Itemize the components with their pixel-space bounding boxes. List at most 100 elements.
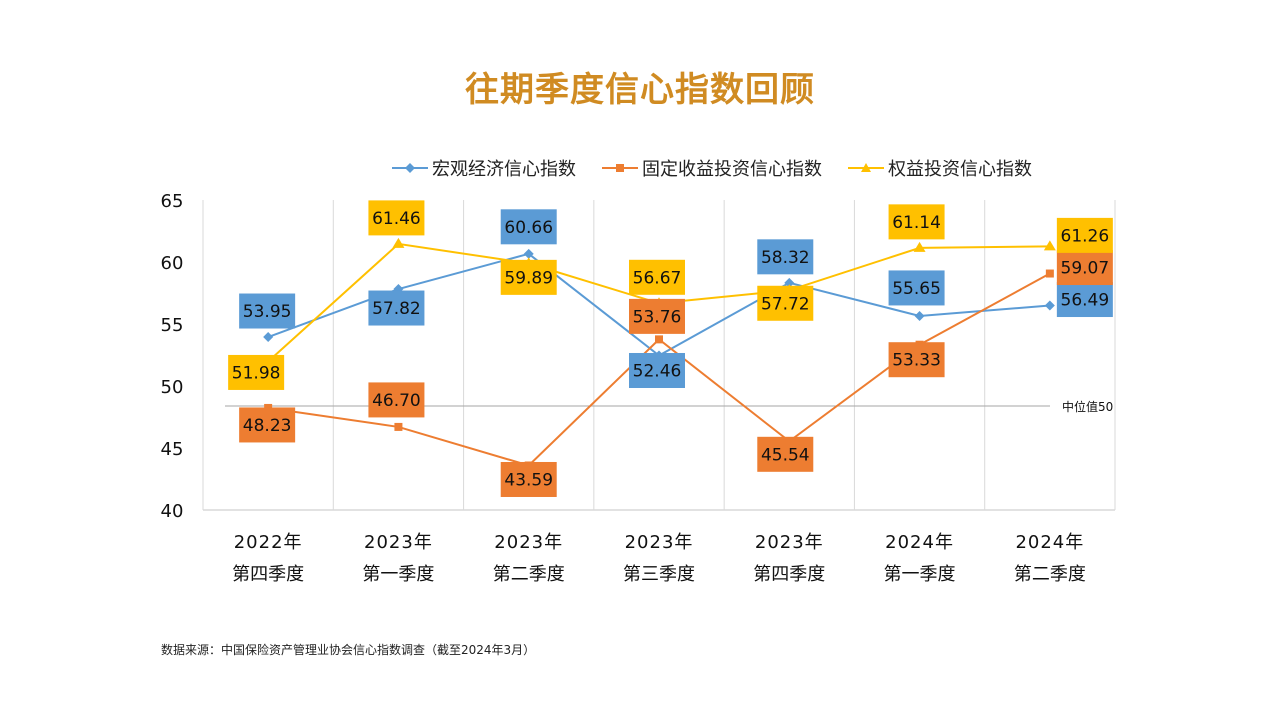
data-label-fixed: 43.59 <box>500 461 557 497</box>
data-label-box <box>757 436 814 472</box>
data-label-fixed: 59.07 <box>1056 250 1113 286</box>
y-tick-label: 65 <box>161 191 184 212</box>
data-point-equity <box>1043 240 1056 251</box>
data-label-box <box>500 209 557 245</box>
data-label-equity: 57.72 <box>757 285 814 321</box>
data-label-text: 53.95 <box>243 302 292 322</box>
data-label-text: 59.89 <box>504 268 553 288</box>
data-label-box <box>239 293 296 329</box>
data-label-box <box>500 461 557 497</box>
x-tick-label-quarter: 第二季度 <box>1014 564 1086 585</box>
y-tick-label: 40 <box>161 501 184 522</box>
data-label-box <box>629 259 685 295</box>
data-label-macro: 53.95 <box>239 293 296 329</box>
data-label-text: 56.49 <box>1061 291 1110 311</box>
legend-label-fixed: 固定收益投资信心指数 <box>642 159 822 180</box>
data-label-fixed: 53.33 <box>888 342 945 378</box>
data-label-text: 55.65 <box>892 279 941 299</box>
data-label-box <box>629 352 685 388</box>
data-label-text: 53.33 <box>892 351 941 371</box>
data-label-macro: 55.65 <box>888 270 945 306</box>
data-label-box <box>228 354 285 390</box>
y-tick-label: 55 <box>161 315 184 336</box>
x-tick-label-year: 2023年 <box>755 532 824 553</box>
data-label-text: 60.66 <box>504 218 553 238</box>
x-tick-label-quarter: 第四季度 <box>753 564 825 585</box>
data-label-text: 61.14 <box>892 213 941 233</box>
data-label-text: 52.46 <box>633 361 682 381</box>
legend-square-icon <box>602 164 638 172</box>
data-label-text: 57.82 <box>372 299 421 319</box>
data-label-fixed: 46.70 <box>368 382 425 418</box>
data-label-fixed: 53.76 <box>629 298 685 334</box>
x-tick-label-year: 2023年 <box>625 532 694 553</box>
y-tick-label: 50 <box>161 377 184 398</box>
data-label-text: 61.26 <box>1061 226 1110 246</box>
x-tick-label-quarter: 第二季度 <box>493 564 565 585</box>
x-tick-label-year: 2023年 <box>364 532 433 553</box>
data-point-fixed <box>655 335 663 344</box>
data-label-box <box>757 285 814 321</box>
data-label-box <box>888 342 945 378</box>
legend-item-fixed: 固定收益投资信心指数 <box>602 155 822 181</box>
x-tick-label-quarter: 第一季度 <box>362 564 434 585</box>
data-label-text: 51.98 <box>232 363 281 383</box>
data-label-equity: 61.46 <box>368 200 425 236</box>
y-tick-label: 60 <box>161 253 184 274</box>
legend-label-macro: 宏观经济信心指数 <box>432 159 576 180</box>
data-label-text: 56.67 <box>633 268 682 288</box>
data-label-text: 59.07 <box>1061 259 1110 279</box>
data-label-equity: 56.67 <box>629 259 685 295</box>
data-label-macro: 56.49 <box>1056 282 1113 318</box>
data-label-text: 58.32 <box>761 248 810 268</box>
data-label-box <box>239 407 296 443</box>
x-tick-label-quarter: 第三季度 <box>623 564 695 585</box>
y-tick-label: 45 <box>161 439 184 460</box>
data-label-box <box>1056 250 1113 286</box>
data-label-equity: 51.98 <box>228 354 285 390</box>
data-label-macro: 58.32 <box>757 239 814 275</box>
legend-triangle-icon <box>848 163 884 172</box>
legend-item-macro: 宏观经济信心指数 <box>392 155 576 181</box>
data-label-equity: 59.89 <box>500 259 557 295</box>
data-label-macro: 52.46 <box>629 352 685 388</box>
data-point-macro <box>784 277 795 288</box>
x-tick-label-quarter: 第四季度 <box>232 564 304 585</box>
data-label-box <box>888 204 945 240</box>
data-labels: 53.95 57.82 60.66 52.46 58.32 55.65 56.49 48.23… <box>228 200 1113 497</box>
data-point-macro <box>1044 300 1055 311</box>
data-label-box <box>368 200 425 236</box>
x-tick-label-year: 2022年 <box>234 532 303 553</box>
median-label: 中位值50 <box>1062 399 1113 414</box>
x-tick-label-quarter: 第一季度 <box>884 564 956 585</box>
data-point-macro <box>263 332 274 343</box>
x-tick-label-year: 2024年 <box>1015 532 1084 553</box>
data-label-text: 45.54 <box>761 445 810 465</box>
data-label-box <box>368 290 425 326</box>
data-point-fixed <box>394 422 403 431</box>
data-label-text: 61.46 <box>372 209 421 229</box>
data-label-text: 43.59 <box>504 470 553 490</box>
data-label-fixed: 45.54 <box>757 436 814 472</box>
data-source-note: 数据来源：中国保险资产管理业协会信心指数调查（截至2024年3月） <box>161 643 536 657</box>
data-label-equity: 61.26 <box>1056 217 1113 253</box>
data-label-text: 57.72 <box>761 294 810 314</box>
data-label-box <box>888 270 945 306</box>
chart-title: 往期季度信心指数回顾 <box>465 70 815 110</box>
data-label-text: 48.23 <box>243 416 292 436</box>
x-tick-label-year: 2023年 <box>494 532 563 553</box>
x-tick-label-year: 2024年 <box>885 532 954 553</box>
data-label-box <box>757 239 814 275</box>
data-label-box <box>1056 217 1113 253</box>
data-label-equity: 61.14 <box>888 204 945 240</box>
data-point-equity <box>392 237 405 248</box>
data-label-text: 46.70 <box>372 391 421 411</box>
legend-diamond-icon <box>392 163 428 173</box>
data-point-equity <box>913 241 926 252</box>
legend-item-equity: 权益投资信心指数 <box>848 155 1032 181</box>
data-label-box <box>1056 282 1113 318</box>
data-point-macro <box>523 248 534 259</box>
data-label-text: 53.76 <box>633 307 682 327</box>
data-label-box <box>629 298 685 334</box>
